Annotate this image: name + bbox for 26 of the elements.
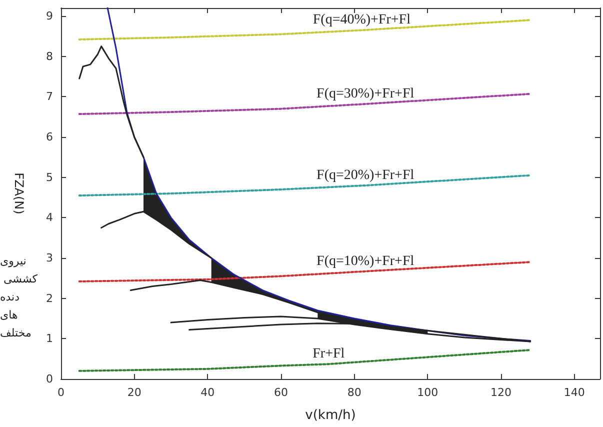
x-tick-label: 60 xyxy=(274,386,288,399)
x-tick-label: 20 xyxy=(127,386,142,399)
y-tick-label: 3 xyxy=(46,252,53,265)
y-tick-label: 8 xyxy=(46,50,53,63)
y-tick-label: 1 xyxy=(46,332,53,346)
y-tick-label: 9 xyxy=(46,10,53,23)
x-tick-label: 120 xyxy=(490,386,512,399)
x-tick-label: 140 xyxy=(564,386,585,399)
x-tick-label: 0 xyxy=(58,386,64,399)
text: نیروی کششی دنده های مختلف xyxy=(0,254,42,340)
series-label: F(q=10%)+Fr+Fl xyxy=(316,254,414,269)
y-axis-title: FZA(N) xyxy=(12,172,26,214)
series-label: F(q=40%)+Fr+Fl xyxy=(312,12,411,28)
x-tick-label: 100 xyxy=(417,386,438,399)
y-tick-label: 0 xyxy=(46,372,53,386)
y-tick-label: 5 xyxy=(46,170,53,184)
x-tick-label: 80 xyxy=(347,386,362,399)
y-tick-label: 4 xyxy=(46,211,53,224)
x-tick-label: 40 xyxy=(200,386,215,399)
y-tick-label: 7 xyxy=(46,90,53,104)
y-tick-label: 2 xyxy=(46,292,53,305)
series-label: F(q=20%)+Fr+Fl xyxy=(316,168,414,183)
y-tick-label: 6 xyxy=(46,130,53,144)
series-label: F(q=30%)+Fr+Fl xyxy=(316,86,414,102)
x-axis-title: v(km/h) xyxy=(305,408,356,423)
series-label: Fr+Fl xyxy=(312,346,345,362)
